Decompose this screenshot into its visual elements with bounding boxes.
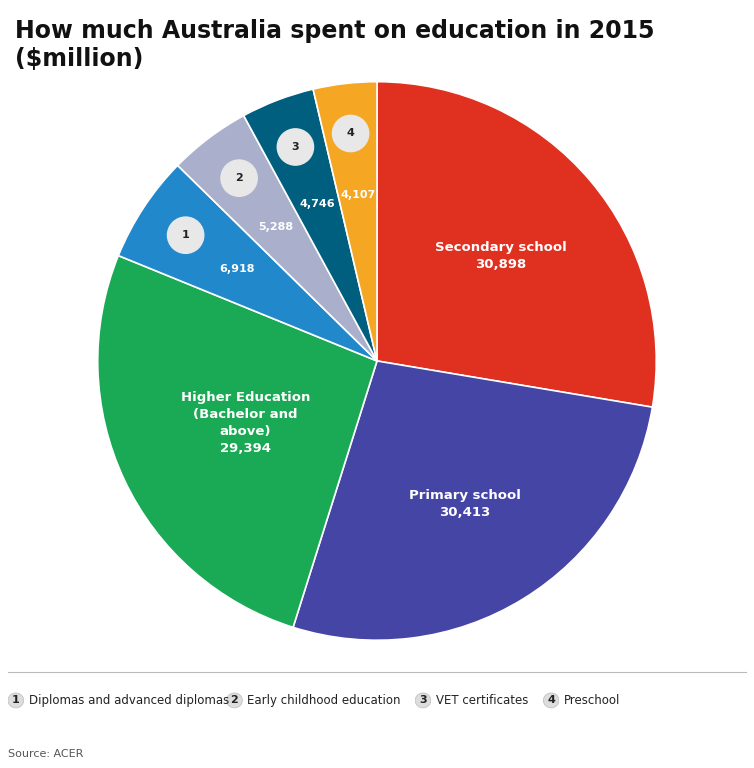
- Wedge shape: [244, 89, 377, 361]
- Text: 3: 3: [419, 695, 427, 706]
- Wedge shape: [293, 361, 652, 641]
- Wedge shape: [178, 115, 377, 361]
- Text: How much Australia spent on education in 2015 ($million): How much Australia spent on education in…: [15, 19, 654, 71]
- Text: 4: 4: [347, 128, 354, 138]
- Circle shape: [333, 115, 369, 151]
- Text: Early childhood education: Early childhood education: [247, 694, 401, 707]
- Wedge shape: [118, 165, 377, 361]
- Text: Source: ACER: Source: ACER: [8, 749, 83, 759]
- Text: Diplomas and advanced diplomas: Diplomas and advanced diplomas: [29, 694, 229, 707]
- Ellipse shape: [544, 693, 559, 708]
- Text: 1: 1: [12, 695, 20, 706]
- Text: 3: 3: [292, 142, 299, 152]
- Text: 2: 2: [231, 695, 238, 706]
- Wedge shape: [377, 81, 656, 407]
- Text: VET certificates: VET certificates: [436, 694, 529, 707]
- Ellipse shape: [415, 693, 431, 708]
- Wedge shape: [98, 256, 377, 627]
- Text: 2: 2: [235, 173, 243, 183]
- Ellipse shape: [227, 693, 242, 708]
- Text: 1: 1: [182, 230, 189, 240]
- Ellipse shape: [8, 693, 23, 708]
- Text: 4,107: 4,107: [340, 190, 375, 200]
- Text: Primary school
30,413: Primary school 30,413: [409, 489, 520, 519]
- Text: Secondary school
30,898: Secondary school 30,898: [435, 241, 566, 271]
- Text: 4,746: 4,746: [299, 200, 335, 210]
- Wedge shape: [313, 81, 377, 361]
- Circle shape: [167, 217, 204, 253]
- Text: 5,288: 5,288: [259, 222, 293, 232]
- Circle shape: [221, 160, 257, 197]
- Circle shape: [277, 129, 314, 165]
- Text: Preschool: Preschool: [564, 694, 621, 707]
- Text: Higher Education
(Bachelor and
above)
29,394: Higher Education (Bachelor and above) 29…: [181, 391, 310, 455]
- Text: 4: 4: [547, 695, 555, 706]
- Text: 6,918: 6,918: [219, 264, 255, 274]
